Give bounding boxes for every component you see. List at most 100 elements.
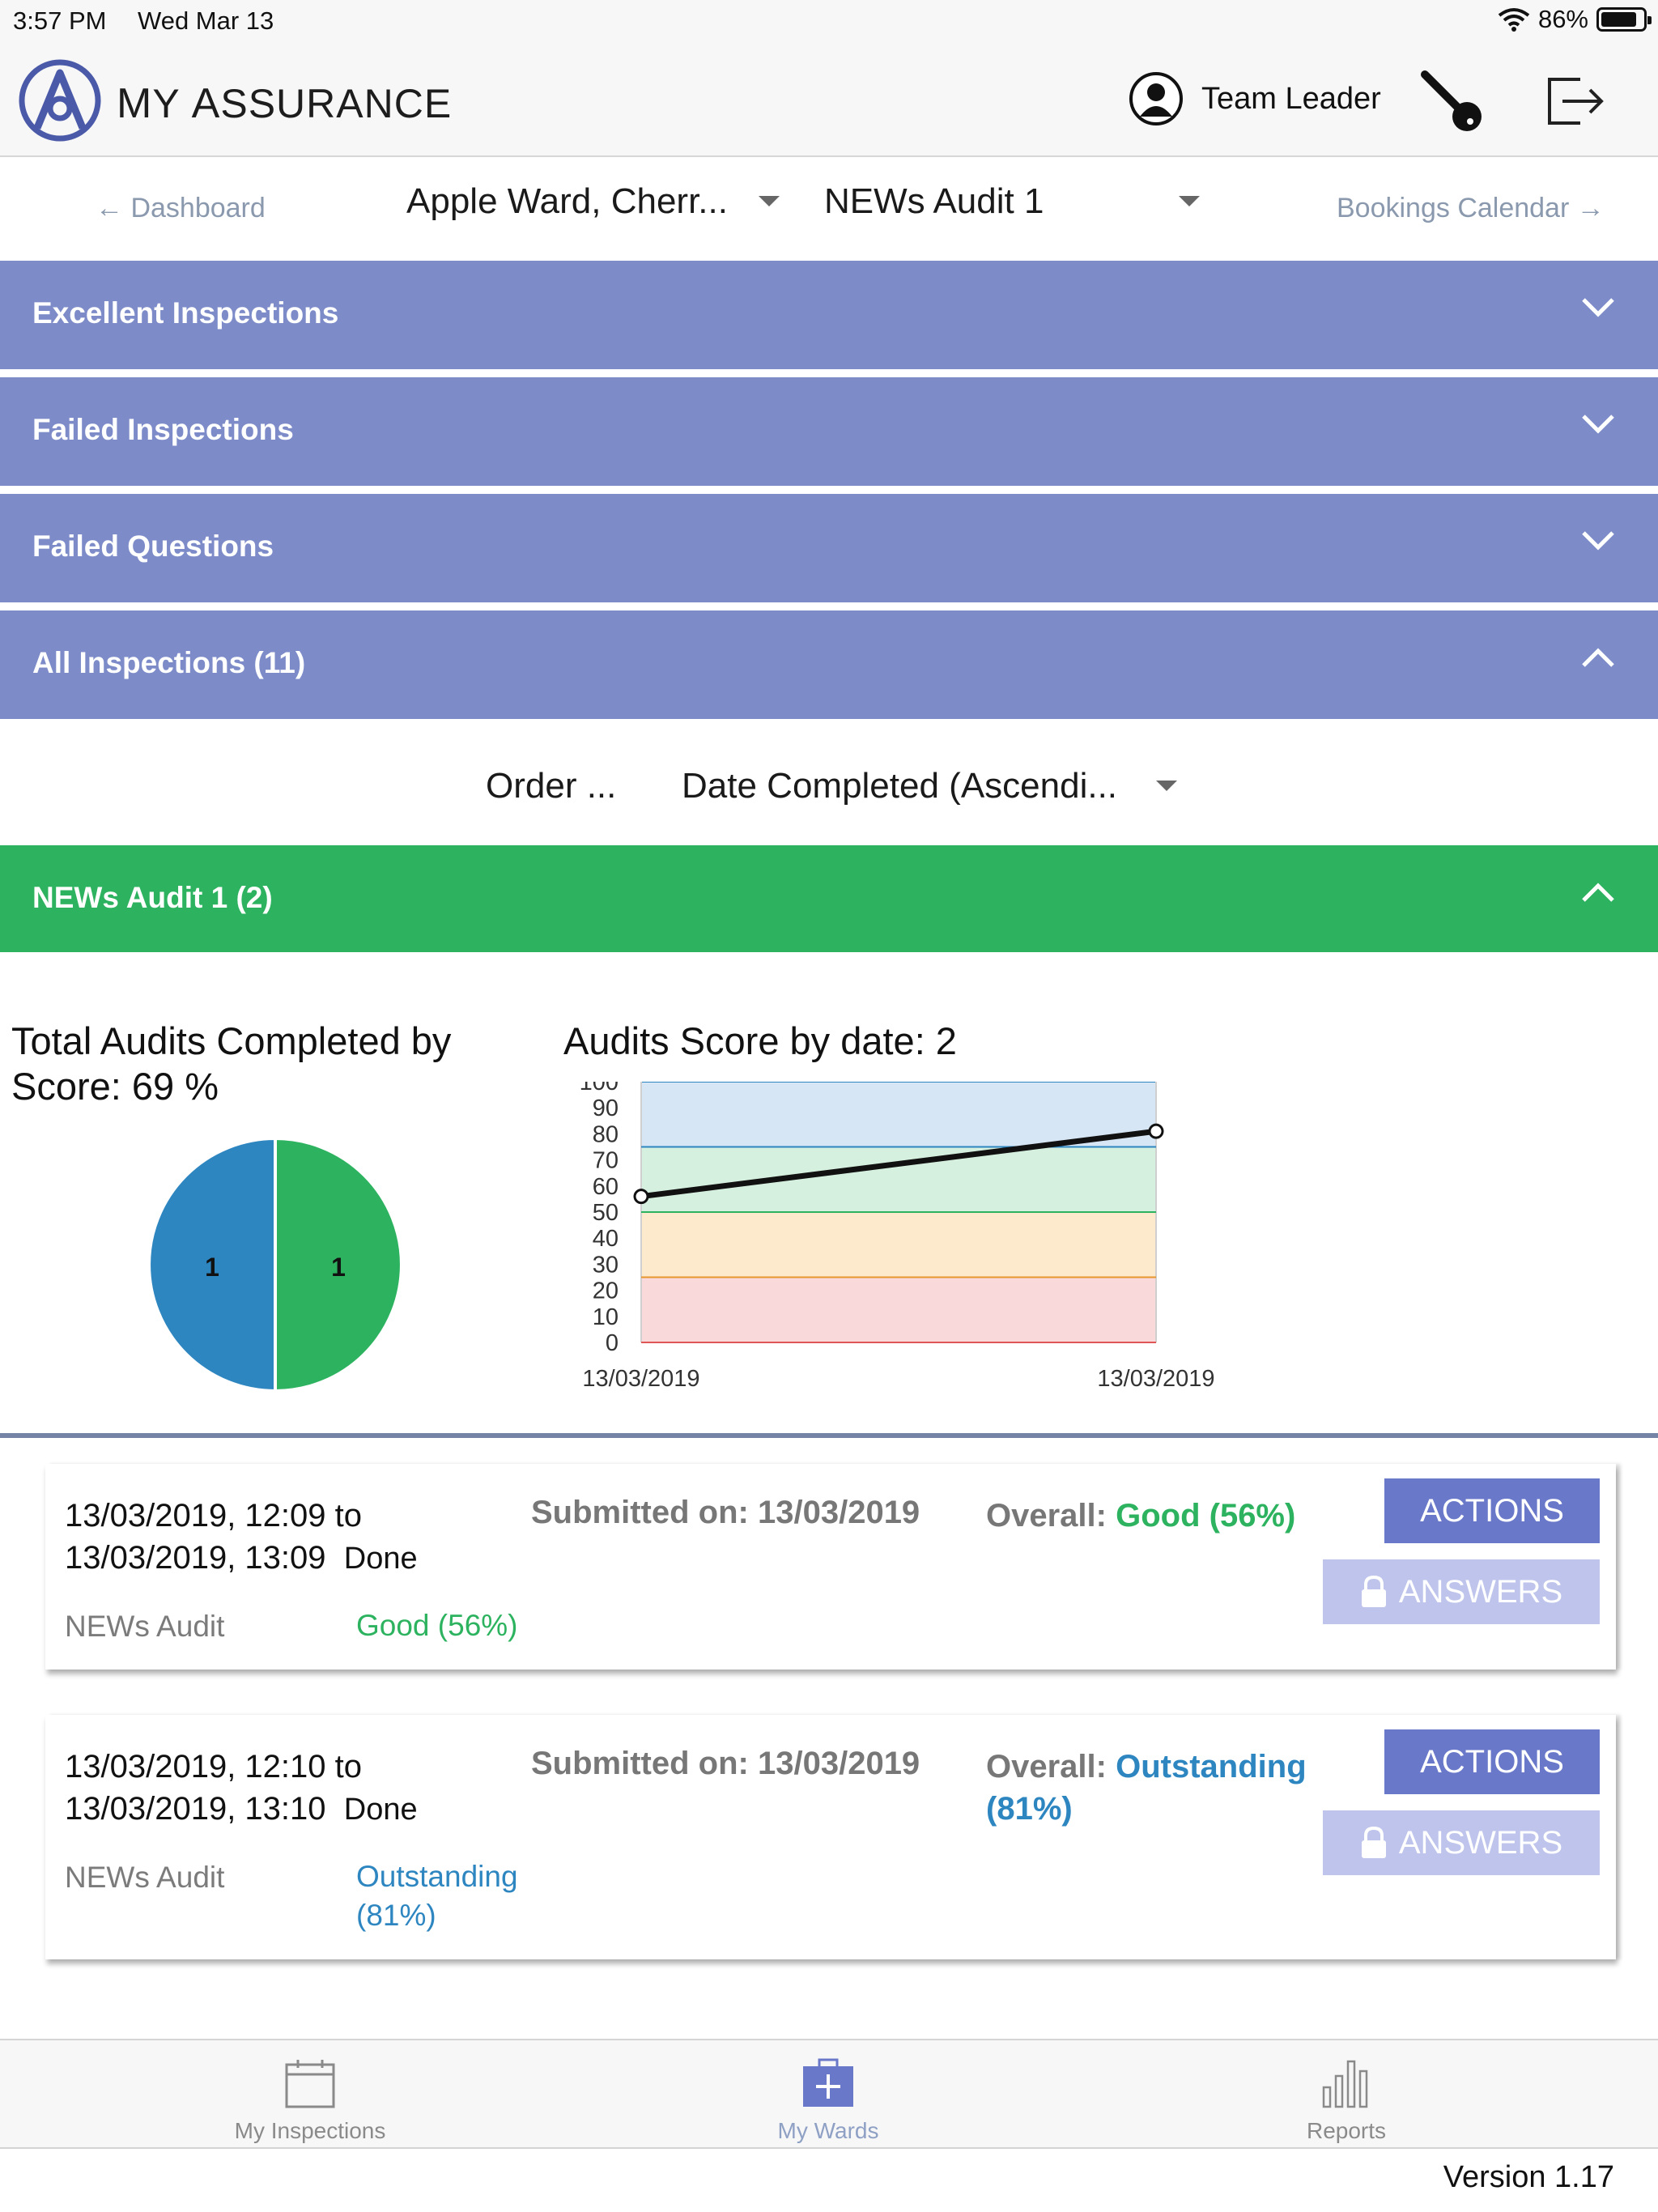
score-band	[641, 1212, 1156, 1278]
section-divider	[0, 1433, 1658, 1438]
user-menu[interactable]: Team Leader	[1129, 71, 1381, 126]
status-time: 3:57 PM	[13, 6, 107, 35]
inspection-end-row: 13/03/2019, 13:09 Done	[65, 1537, 418, 1580]
app-title-ssurance: SSURANCE	[220, 81, 453, 126]
section-all-inspections[interactable]: All Inspections (11)	[0, 610, 1658, 719]
pie-chart-title: Total Audits Completed by Score: 69 %	[11, 1019, 452, 1108]
actions-button[interactable]: ACTIONS	[1384, 1729, 1600, 1794]
ward-select[interactable]: Apple Ward, Cherr...	[406, 181, 728, 221]
section-failed-questions[interactable]: Failed Questions	[0, 494, 1658, 602]
order-label: Order ...	[486, 766, 617, 806]
chevron-down-icon	[1582, 531, 1614, 551]
y-tick-label: 30	[593, 1252, 619, 1278]
app-title-cap-m: M	[117, 80, 153, 127]
order-row: Order ... Date Completed (Ascendi...	[0, 719, 1658, 845]
chevron-down-icon	[1582, 415, 1614, 434]
section-excellent-inspections[interactable]: Excellent Inspections	[0, 261, 1658, 369]
status-right: 86%	[1498, 5, 1652, 34]
audit-select[interactable]: NEWs Audit 1	[824, 181, 1044, 221]
score-point	[633, 1189, 649, 1205]
submitted-date: 13/03/2019	[757, 1495, 920, 1530]
app-version: Version 1.17	[1443, 2160, 1614, 2194]
group-news-audit-1[interactable]: NEWs Audit 1 (2)	[0, 845, 1658, 952]
inspection-score: Good (56%)	[356, 1609, 518, 1642]
app-title-cap-a: A	[191, 80, 221, 127]
pie-slice	[274, 1136, 403, 1393]
order-caret-icon[interactable]	[1156, 781, 1177, 791]
y-tick-label: 60	[593, 1174, 619, 1200]
chevron-down-icon	[1582, 298, 1614, 317]
section-failed-inspections[interactable]: Failed Inspections	[0, 377, 1658, 486]
overall-value: Outstanding (81%)	[986, 1749, 1307, 1827]
dashboard-link[interactable]: ← Dashboard	[96, 193, 266, 223]
status-date: Wed Mar 13	[138, 6, 274, 35]
bar-chart-icon	[1322, 2060, 1368, 2108]
calendar-icon	[285, 2060, 335, 2108]
inspection-card: 13/03/2019, 12:09 to 13/03/2019, 13:09 D…	[45, 1464, 1616, 1670]
order-select[interactable]: Date Completed (Ascendi...	[682, 766, 1118, 806]
score-point	[1148, 1123, 1164, 1139]
tab-my-wards[interactable]: My Wards	[666, 2040, 990, 2147]
y-tick-label: 100	[580, 1082, 619, 1095]
score-band	[641, 1146, 1156, 1212]
actions-button[interactable]: ACTIONS	[1384, 1478, 1600, 1543]
key-icon[interactable]	[1418, 68, 1486, 136]
overall-score: Overall: Outstanding (81%)	[986, 1746, 1367, 1830]
ward-caret-icon[interactable]	[759, 196, 780, 206]
battery-icon	[1596, 7, 1652, 32]
audit-caret-icon[interactable]	[1179, 196, 1200, 206]
wifi-icon	[1498, 8, 1530, 32]
tab-label: My Inspections	[234, 2118, 386, 2143]
inspection-type: NEWs Audit	[65, 1610, 225, 1643]
inspection-datetime: 13/03/2019, 12:09 to 13/03/2019, 13:09 D…	[65, 1495, 418, 1580]
overall-label: Overall:	[986, 1749, 1107, 1784]
inspection-score: Outstanding (81%)	[356, 1860, 518, 1932]
status-bar: 3:57 PM Wed Mar 13 86%	[0, 0, 1658, 40]
app-title: MY ASSURANCE	[117, 79, 452, 128]
inspection-status: Done	[343, 1793, 418, 1827]
inspection-start: 13/03/2019, 12:10 to	[65, 1749, 362, 1784]
medical-kit-icon	[803, 2058, 853, 2107]
logout-icon[interactable]	[1545, 74, 1606, 128]
lock-icon	[1361, 1827, 1386, 1858]
y-tick-label: 40	[593, 1226, 619, 1252]
lock-icon	[1361, 1576, 1386, 1607]
section-label: Excellent Inspections	[32, 296, 339, 330]
chevron-up-icon	[1582, 648, 1614, 667]
app-logo-icon	[19, 59, 101, 142]
user-avatar-icon	[1129, 72, 1183, 125]
app-title-y: Y	[152, 81, 192, 126]
submitted-label: Submitted on:	[531, 1495, 749, 1530]
pie-slice-label: 1	[205, 1253, 219, 1282]
section-label: All Inspections (11)	[32, 646, 306, 679]
inspection-end: 13/03/2019, 13:10	[65, 1791, 326, 1827]
inspection-card: 13/03/2019, 12:10 to 13/03/2019, 13:10 D…	[45, 1715, 1616, 1959]
inspection-end: 13/03/2019, 13:09	[65, 1540, 326, 1576]
answers-button[interactable]: ANSWERS	[1323, 1559, 1600, 1624]
answers-button[interactable]: ANSWERS	[1323, 1810, 1600, 1875]
submitted-label: Submitted on:	[531, 1746, 749, 1781]
tab-reports[interactable]: Reports	[1184, 2040, 1508, 2147]
score-band	[641, 1277, 1156, 1342]
y-tick-label: 0	[606, 1330, 619, 1356]
pie-slice-label: 1	[331, 1253, 346, 1282]
overall-score: Overall: Good (56%)	[986, 1495, 1367, 1537]
y-tick-label: 70	[593, 1148, 619, 1174]
tab-my-inspections[interactable]: My Inspections	[148, 2040, 472, 2147]
y-tick-label: 20	[593, 1278, 619, 1304]
score-band	[641, 1082, 1156, 1147]
bookings-calendar-link[interactable]: Bookings Calendar →	[1337, 193, 1605, 223]
user-role: Team Leader	[1201, 81, 1381, 116]
overall-label: Overall:	[986, 1498, 1107, 1534]
x-tick-label: 13/03/2019	[582, 1366, 699, 1392]
inspection-type: NEWs Audit	[65, 1861, 225, 1894]
submitted-on: Submitted on: 13/03/2019	[531, 1746, 920, 1782]
chevron-up-icon	[1582, 883, 1614, 902]
score-line	[640, 1128, 1157, 1200]
pie-slice	[147, 1136, 277, 1393]
submitted-date: 13/03/2019	[757, 1746, 920, 1781]
y-tick-label: 10	[593, 1304, 619, 1330]
y-tick-label: 80	[593, 1121, 619, 1147]
answers-label: ANSWERS	[1398, 1824, 1563, 1861]
y-tick-label: 50	[593, 1200, 619, 1226]
